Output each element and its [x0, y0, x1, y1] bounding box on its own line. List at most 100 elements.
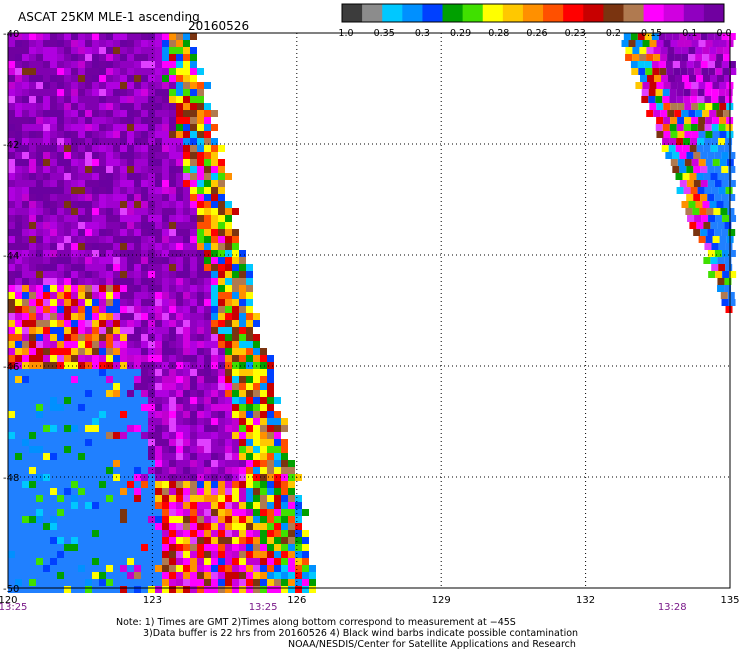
swath-cell [22, 313, 29, 320]
swath-cell [246, 327, 253, 334]
swath-cell [155, 495, 162, 502]
swath-cell [36, 348, 43, 355]
swath-cell [22, 523, 29, 530]
swath-cell [295, 579, 302, 586]
swath-cell [78, 411, 85, 418]
swath-cell [99, 579, 106, 586]
swath-cell [106, 460, 113, 467]
swath-cell [218, 313, 225, 320]
swath-cell [43, 397, 50, 404]
swath-cell [162, 68, 169, 75]
swath-cell [120, 194, 127, 201]
swath-cell [71, 187, 78, 194]
swath-cell [155, 306, 162, 313]
swath-cell [176, 432, 183, 439]
swath-cell [246, 530, 253, 537]
swath-cell [92, 166, 99, 173]
swath-cell [134, 537, 141, 544]
swath-cell [134, 376, 141, 383]
color-scale-swatch [502, 4, 524, 22]
swath-cell [50, 166, 57, 173]
swath-cell [211, 586, 218, 593]
swath-cell [176, 75, 183, 82]
swath-cell [113, 180, 120, 187]
swath-cell [113, 250, 120, 257]
swath-cell [295, 565, 302, 572]
swath-cell [78, 110, 85, 117]
swath-cell [127, 159, 134, 166]
swath-cell [15, 376, 22, 383]
color-scale-label: −0.29 [442, 28, 471, 39]
swath-cell [197, 264, 204, 271]
swath-cell [176, 334, 183, 341]
swath-cell [8, 383, 15, 390]
swath-cell [92, 271, 99, 278]
swath-cell [148, 82, 155, 89]
swath-cell [218, 383, 225, 390]
swath-cell [99, 572, 106, 579]
swath-cell [29, 166, 36, 173]
swath-cell [71, 243, 78, 250]
swath-cell [134, 180, 141, 187]
lat-tick-label: -48 [3, 473, 19, 484]
swath-cell [183, 292, 190, 299]
swath-cell [134, 341, 141, 348]
swath-cell [631, 68, 639, 75]
swath-cell [71, 82, 78, 89]
swath-cell [721, 250, 729, 257]
swath-cell [204, 516, 211, 523]
swath-cell [218, 397, 225, 404]
swath-cell [707, 33, 715, 40]
swath-cell [651, 61, 659, 68]
swath-cell [22, 222, 29, 229]
swath-cell [246, 390, 253, 397]
swath-cell [176, 558, 183, 565]
swath-cell [57, 320, 64, 327]
swath-cell [36, 425, 43, 432]
swath-cell [717, 278, 725, 285]
swath-cell [8, 460, 15, 467]
swath-cell [36, 355, 43, 362]
swath-cell [725, 243, 733, 250]
swath-cell [690, 89, 698, 96]
swath-cell [239, 439, 246, 446]
swath-cell [676, 138, 684, 145]
swath-cell [120, 439, 127, 446]
swath-cell [274, 530, 281, 537]
swath-cell [155, 348, 162, 355]
swath-cell [721, 299, 729, 306]
swath-cell [64, 565, 71, 572]
swath-cell [106, 348, 113, 355]
swath-cell [169, 432, 176, 439]
swath-cell [225, 488, 232, 495]
swath-cell [260, 586, 267, 593]
swath-cell [239, 313, 246, 320]
swath-cell [92, 103, 99, 110]
swath-cell [8, 201, 15, 208]
swath-cell [190, 530, 197, 537]
swath-cell [8, 243, 15, 250]
swath-cell [232, 229, 239, 236]
swath-cell [724, 285, 732, 292]
swath-cell [663, 117, 671, 124]
swath-cell [155, 390, 162, 397]
swath-cell [148, 474, 155, 481]
swath-cell [8, 271, 15, 278]
swath-cell [176, 292, 183, 299]
swath-cell [169, 285, 176, 292]
swath-cell [15, 257, 22, 264]
swath-cell [127, 313, 134, 320]
swath-cell [155, 33, 162, 40]
swath-cell [155, 439, 162, 446]
swath-cell [29, 194, 36, 201]
swath-cell [141, 425, 148, 432]
swath-cell [50, 341, 57, 348]
swath-cell [15, 201, 22, 208]
swath-cell [71, 460, 78, 467]
swath-cell [78, 124, 85, 131]
swath-cell [141, 68, 148, 75]
color-scale-label: −0.15 [633, 28, 662, 39]
swath-cell [260, 397, 267, 404]
swath-cell [190, 138, 197, 145]
swath-cell [22, 89, 29, 96]
